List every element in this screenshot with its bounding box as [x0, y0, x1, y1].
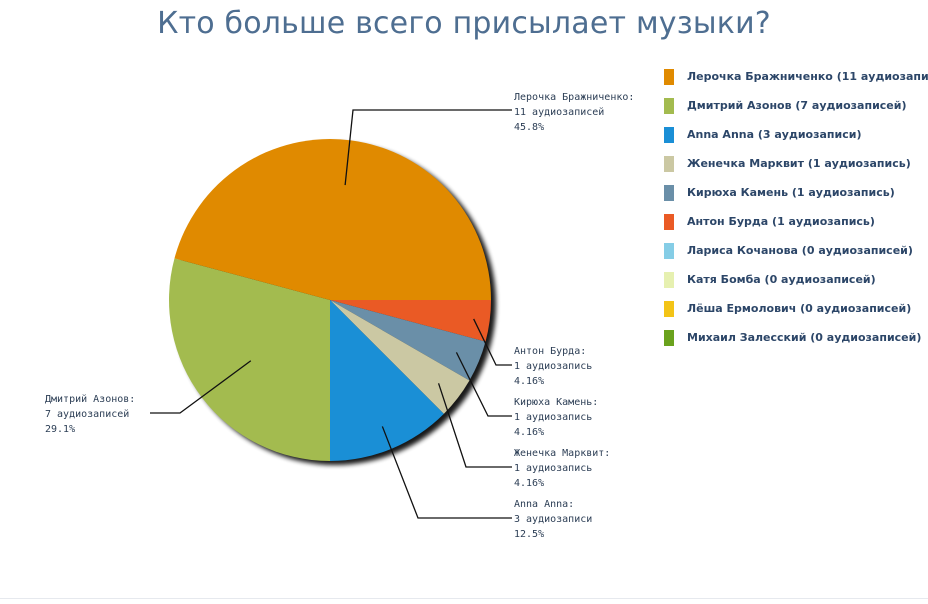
- legend-label: Лариса Кочанова (0 аудиозаписей): [687, 244, 913, 257]
- callout-label-антон-бурда: Антон Бурда: 1 аудиозапись 4.16%: [514, 346, 592, 387]
- legend-label: Лерочка Бражниченко (11 аудиозаписей): [687, 70, 928, 83]
- pie-slice-кирюха-камень[interactable]: [330, 300, 486, 381]
- legend-item-михаил-залесский[interactable]: Михаил Залесский (0 аудиозаписей): [664, 323, 928, 352]
- legend-label: Катя Бомба (0 аудиозаписей): [687, 273, 876, 286]
- callout-label-дмитрий-азонов: Дмитрий Азонов: 7 аудиозаписей 29.1%: [45, 393, 135, 435]
- pie-slice-антон-бурда[interactable]: [330, 300, 491, 342]
- pie-slice-лерочка-бражниченко[interactable]: [174, 139, 491, 300]
- legend-swatch: [664, 271, 674, 288]
- legend-item-лариса-кочанова[interactable]: Лариса Кочанова (0 аудиозаписей): [664, 236, 928, 265]
- legend-swatch: [664, 242, 674, 259]
- pie-slice-женечка-марквит[interactable]: [330, 300, 470, 414]
- callout-line-кирюха-камень: [455, 352, 512, 417]
- legend-item-лёша-ермолович[interactable]: Лёша Ермолович (0 аудиозаписей): [664, 294, 928, 323]
- legend-swatch: [664, 68, 674, 85]
- legend-label: Anna Anna (3 аудиозаписи): [687, 128, 862, 141]
- legend-swatch: [664, 300, 674, 317]
- legend: Лерочка Бражниченко (11 аудиозаписей) Дми…: [664, 62, 928, 352]
- pie-slice-anna-anna[interactable]: [330, 300, 444, 461]
- legend-label: Михаил Залесский (0 аудиозаписей): [687, 331, 922, 344]
- callout-line-антон-бурда: [473, 318, 512, 366]
- callout-label-anna-anna: Anna Anna: 3 аудиозаписи 12.5%: [514, 499, 592, 540]
- legend-label: Антон Бурда (1 аудиозапись): [687, 215, 875, 228]
- legend-swatch: [664, 213, 674, 230]
- legend-label: Дмитрий Азонов (7 аудиозаписей): [687, 99, 907, 112]
- legend-swatch: [664, 184, 674, 201]
- bottom-divider: [0, 598, 928, 599]
- legend-item-лерочка-бражниченко[interactable]: Лерочка Бражниченко (11 аудиозаписей): [664, 62, 928, 91]
- legend-swatch: [664, 155, 674, 172]
- callout-line-женечка-марквит: [437, 383, 512, 468]
- callout-line-anna-anna: [381, 426, 512, 519]
- pie-slices: [168, 139, 491, 461]
- legend-swatch: [664, 126, 674, 143]
- legend-label: Кирюха Камень (1 аудиозапись): [687, 186, 895, 199]
- legend-item-женечка-марквит[interactable]: Женечка Марквит (1 аудиозапись): [664, 149, 928, 178]
- legend-label: Женечка Марквит (1 аудиозапись): [687, 157, 911, 170]
- legend-item-дмитрий-азонов[interactable]: Дмитрий Азонов (7 аудиозаписей): [664, 91, 928, 120]
- legend-label: Лёша Ермолович (0 аудиозаписей): [687, 302, 912, 315]
- callout-line-лерочка-бражниченко: [344, 109, 512, 186]
- callout-label-лерочка-бражниченко: Лерочка Бражниченко: 11 аудиозаписей 45.8%: [514, 92, 634, 133]
- chart-title: Кто больше всего присылает музыки?: [157, 6, 771, 41]
- legend-item-катя-бомба[interactable]: Катя Бомба (0 аудиозаписей): [664, 265, 928, 294]
- pie-callouts: Лерочка Бражниченко: 11 аудиозаписей 45.8%…: [45, 92, 634, 540]
- legend-item-антон-бурда[interactable]: Антон Бурда (1 аудиозапись): [664, 207, 928, 236]
- legend-swatch: [664, 97, 674, 114]
- callout-line-дмитрий-азонов: [150, 360, 252, 414]
- legend-item-anna-anna[interactable]: Anna Anna (3 аудиозаписи): [664, 120, 928, 149]
- callout-label-кирюха-камень: Кирюха Камень: 1 аудиозапись 4.16%: [514, 397, 598, 438]
- legend-swatch: [664, 329, 674, 346]
- legend-item-кирюха-камень[interactable]: Кирюха Камень (1 аудиозапись): [664, 178, 928, 207]
- callout-label-женечка-марквит: Женечка Марквит: 1 аудиозапись 4.16%: [514, 448, 610, 489]
- pie-slice-дмитрий-азонов[interactable]: [168, 258, 330, 461]
